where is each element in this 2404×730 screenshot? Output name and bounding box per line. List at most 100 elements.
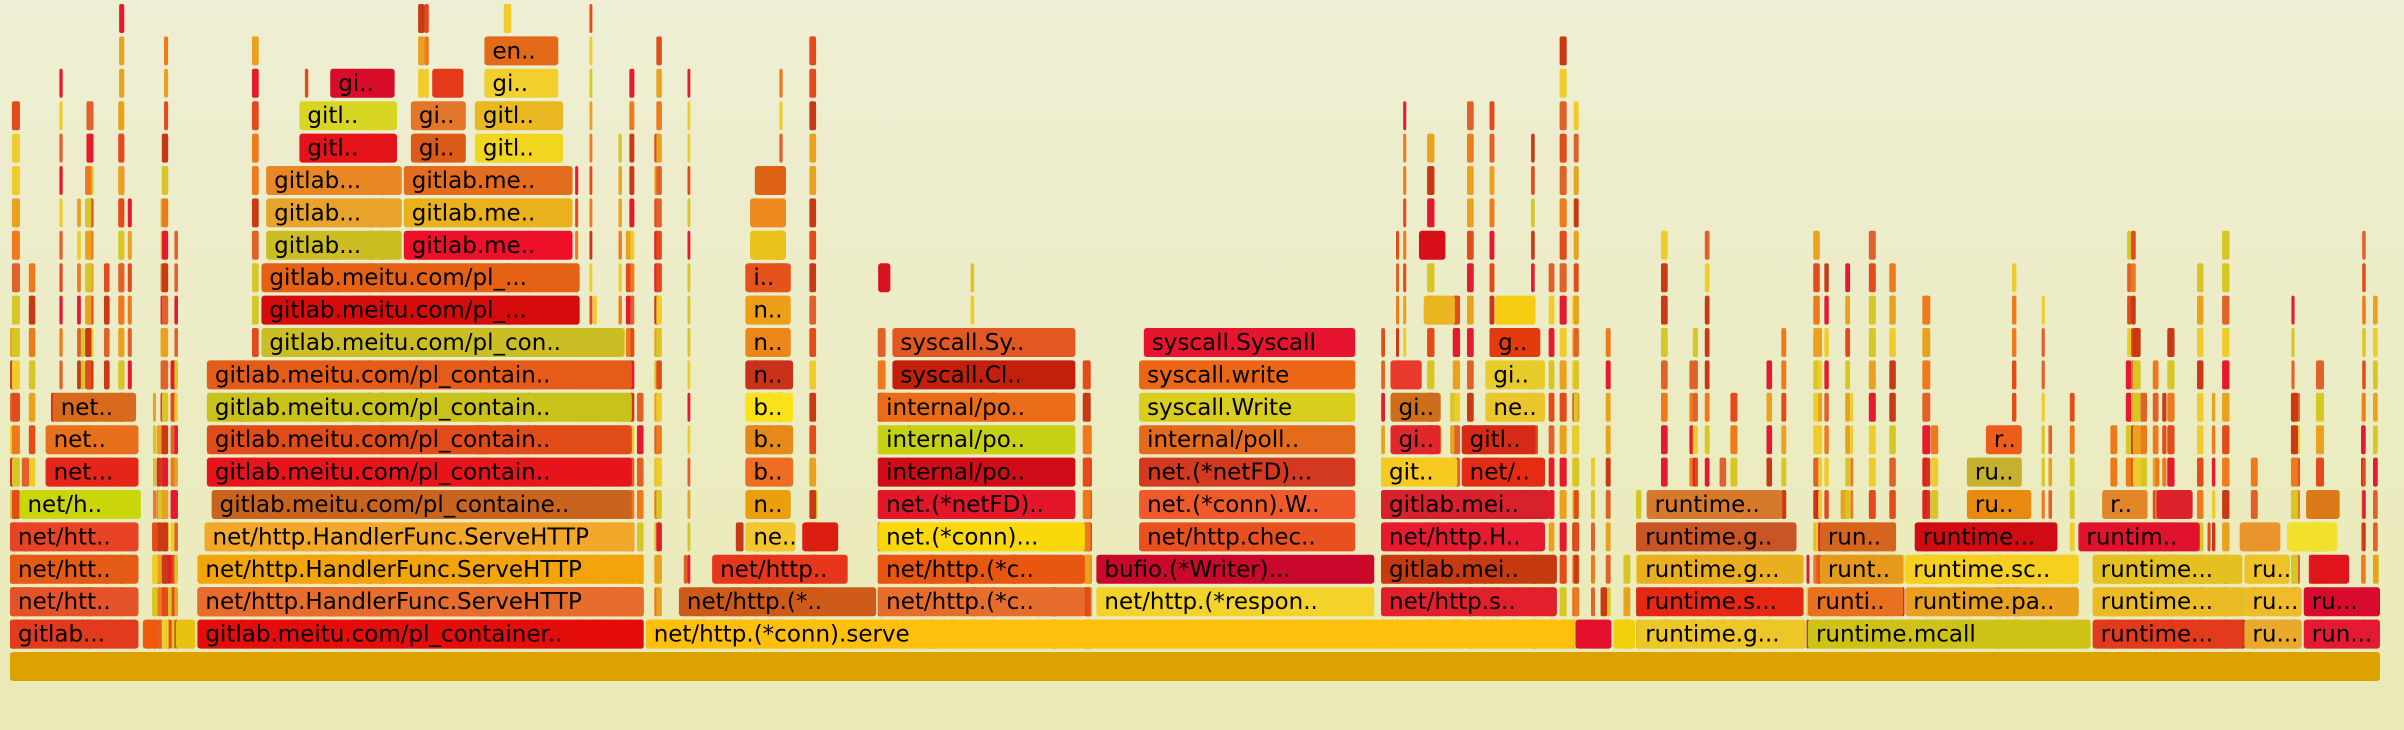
thin-frame[interactable] <box>1548 295 1555 325</box>
frame-rect[interactable] <box>2092 554 2243 584</box>
thin-frame[interactable] <box>1692 328 1698 357</box>
stack-frame[interactable]: runtime... <box>2092 587 2243 617</box>
thin-frame[interactable] <box>1730 425 1738 455</box>
thin-frame[interactable] <box>1766 425 1773 455</box>
frame-rect[interactable] <box>45 457 139 487</box>
thin-frame[interactable] <box>28 328 36 357</box>
thin-frame[interactable] <box>2152 425 2159 455</box>
thin-frame[interactable] <box>1704 295 1710 325</box>
thin-frame[interactable] <box>589 166 593 195</box>
thin-frame[interactable] <box>636 457 644 487</box>
thin-frame[interactable] <box>1730 457 1738 487</box>
thin-frame[interactable] <box>2222 522 2230 552</box>
thin-frame[interactable] <box>164 101 169 131</box>
thin-frame[interactable] <box>11 328 20 357</box>
thin-frame[interactable] <box>28 263 36 293</box>
stack-frame[interactable]: gitl.. <box>474 133 564 163</box>
thin-frame[interactable] <box>1548 490 1555 519</box>
frame-rect[interactable] <box>678 587 877 617</box>
thin-frame[interactable] <box>1605 457 1611 487</box>
frame-rect[interactable] <box>2092 619 2243 649</box>
thin-frame[interactable] <box>2041 360 2045 390</box>
thin-frame[interactable] <box>1381 392 1385 422</box>
thin-frame[interactable] <box>1559 263 1567 293</box>
thin-frame[interactable] <box>2041 392 2045 422</box>
thin-frame[interactable] <box>575 166 579 195</box>
thin-frame[interactable] <box>656 457 662 487</box>
frame-rect[interactable] <box>745 425 794 455</box>
thin-frame[interactable] <box>2373 554 2378 584</box>
thin-frame[interactable] <box>1559 230 1567 260</box>
thin-frame[interactable] <box>156 425 162 455</box>
thin-frame[interactable] <box>161 554 169 584</box>
thin-frame[interactable] <box>2222 457 2230 487</box>
thin-frame[interactable] <box>809 263 817 293</box>
thin-frame[interactable] <box>2362 263 2366 293</box>
stack-frame[interactable]: gitlab.meitu.com/pl_contain.. <box>206 457 632 487</box>
frame-rect[interactable] <box>2303 587 2380 617</box>
stack-frame[interactable]: runtime.g... <box>1637 619 1806 649</box>
thin-frame[interactable] <box>164 68 169 98</box>
thin-frame[interactable] <box>2197 392 2204 422</box>
thin-frame[interactable] <box>152 392 156 422</box>
thin-frame[interactable] <box>809 457 817 487</box>
frame-rect[interactable] <box>745 263 791 293</box>
thin-frame[interactable] <box>1548 360 1555 390</box>
thin-frame[interactable] <box>1559 198 1567 228</box>
thin-frame[interactable] <box>2222 230 2230 260</box>
thin-frame[interactable] <box>118 295 125 325</box>
thin-frame[interactable] <box>1889 328 1896 357</box>
thin-frame[interactable] <box>809 425 817 455</box>
thin-frame[interactable] <box>418 68 425 98</box>
thin-frame[interactable] <box>1781 360 1787 390</box>
frame-rect[interactable] <box>474 133 564 163</box>
thin-frame[interactable] <box>152 554 158 584</box>
thin-frame[interactable] <box>86 133 94 163</box>
thin-frame[interactable] <box>2048 490 2053 519</box>
stack-frame[interactable]: r.. <box>2102 490 2148 519</box>
frame-rect[interactable] <box>206 457 632 487</box>
thin-frame[interactable] <box>656 328 662 357</box>
thin-frame[interactable] <box>1531 198 1535 228</box>
thin-frame[interactable] <box>656 198 662 228</box>
thin-frame[interactable] <box>636 425 644 455</box>
thin-frame[interactable] <box>11 392 20 422</box>
thin-frame[interactable] <box>174 295 178 325</box>
thin-frame[interactable] <box>2362 554 2366 584</box>
frame-rect[interactable] <box>892 360 1076 390</box>
thin-frame[interactable] <box>127 295 132 325</box>
frame-rect[interactable] <box>878 587 1085 617</box>
stack-frame[interactable] <box>176 619 196 649</box>
thin-frame[interactable] <box>1850 457 1854 487</box>
thin-frame[interactable] <box>2127 230 2132 260</box>
thin-frame[interactable] <box>2132 360 2141 390</box>
thin-frame[interactable] <box>2373 360 2378 390</box>
frame-rect[interactable] <box>712 554 848 584</box>
stack-frame[interactable]: runtime.g.. <box>1637 522 1797 552</box>
thin-frame[interactable] <box>1813 263 1820 293</box>
stack-frame[interactable]: r.. <box>1985 425 2022 455</box>
thin-frame[interactable] <box>687 198 691 228</box>
frame-rect[interactable] <box>1966 490 2032 519</box>
thin-frame[interactable] <box>77 230 81 260</box>
thin-frame[interactable] <box>161 457 169 487</box>
thin-frame[interactable] <box>1467 230 1474 260</box>
thin-frame[interactable] <box>1813 230 1820 260</box>
thin-frame[interactable] <box>1813 392 1820 422</box>
thin-frame[interactable] <box>1868 263 1876 293</box>
thin-frame[interactable] <box>251 36 259 66</box>
thin-frame[interactable] <box>1573 587 1579 617</box>
thin-frame[interactable] <box>656 36 662 66</box>
thin-frame[interactable] <box>636 522 644 552</box>
thin-frame[interactable] <box>1605 425 1611 455</box>
thin-frame[interactable] <box>687 392 691 422</box>
stack-frame[interactable]: net/http.(*c.. <box>878 587 1085 617</box>
thin-frame[interactable] <box>2125 360 2132 390</box>
stack-frame[interactable]: runtime.sc.. <box>1905 554 2079 584</box>
thin-frame[interactable] <box>2373 457 2378 487</box>
thin-frame[interactable] <box>1573 522 1579 552</box>
thin-frame[interactable] <box>2362 522 2366 552</box>
thin-frame[interactable] <box>174 263 178 293</box>
frame-rect[interactable] <box>745 295 791 325</box>
thin-frame[interactable] <box>2373 490 2378 519</box>
